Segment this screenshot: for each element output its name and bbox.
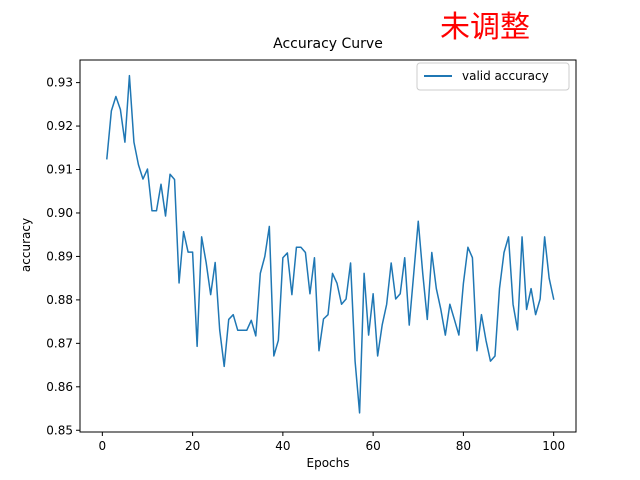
y-axis-label: accuracy	[19, 218, 33, 272]
y-tick-label: 0.93	[46, 76, 73, 90]
axes-frame	[79, 59, 577, 433]
legend: valid accuracy	[416, 62, 570, 91]
legend-label-valid-accuracy: valid accuracy	[462, 69, 549, 83]
y-tick-label: 0.85	[46, 423, 73, 437]
y-tick-label: 0.89	[46, 249, 73, 263]
y-tick-label: 0.86	[46, 380, 73, 394]
x-axis-label: Epochs	[307, 456, 350, 470]
plot-area: 0 20 40 60 80 100 0.85 0.86 0.87 0.88 0.89 0.90 0.91…	[46, 59, 577, 453]
x-tick-label: 100	[542, 439, 565, 453]
annotation-label: 未调整	[440, 10, 530, 45]
y-tick-label: 0.90	[46, 206, 73, 220]
chart-title: Accuracy Curve	[273, 36, 383, 52]
y-tick-label: 0.91	[46, 163, 73, 177]
y-tick-label: 0.92	[46, 119, 73, 133]
x-tick-label: 0	[99, 439, 107, 453]
y-tick-label: 0.87	[46, 336, 73, 350]
x-tick-label: 20	[185, 439, 200, 453]
legend-box	[416, 62, 570, 91]
y-tick-label: 0.88	[46, 293, 73, 307]
x-tick-label: 80	[456, 439, 471, 453]
series-line-valid-accuracy	[106, 74, 555, 414]
x-tick-label: 40	[275, 439, 290, 453]
x-tick-label: 60	[365, 439, 380, 453]
